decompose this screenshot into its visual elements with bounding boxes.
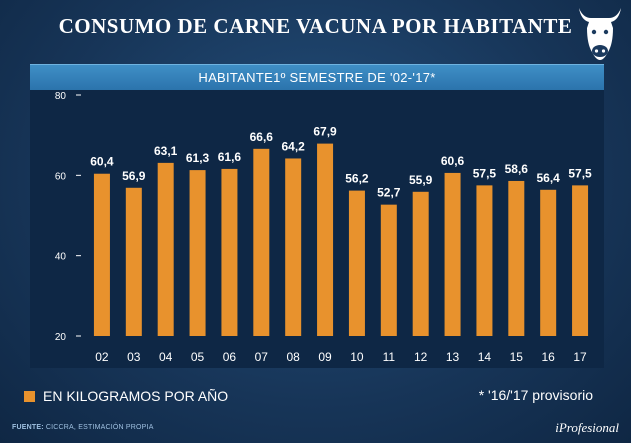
bar-12 xyxy=(412,191,429,336)
value-label: 63,1 xyxy=(154,144,178,158)
value-label: 55,9 xyxy=(409,173,433,187)
x-tick-label: 09 xyxy=(318,350,332,364)
x-tick-label: 08 xyxy=(287,350,301,364)
x-tick-label: 13 xyxy=(446,350,460,364)
y-tick-label: 40 xyxy=(55,252,67,263)
source-note: FUENTE: CICCRA, ESTIMACIÓN PROPIA xyxy=(12,424,154,431)
value-label: 60,4 xyxy=(90,155,114,169)
bar-07 xyxy=(253,148,270,336)
source-text: CICCRA, ESTIMACIÓN PROPIA xyxy=(45,424,154,431)
page-title: CONSUMO DE CARNE VACUNA POR HABITANTE xyxy=(58,14,573,38)
x-tick-label: 12 xyxy=(414,350,428,364)
x-tick-label: 07 xyxy=(255,350,269,364)
value-label: 66,6 xyxy=(250,130,274,144)
bar-02 xyxy=(93,173,110,336)
value-label: 56,2 xyxy=(345,172,369,186)
x-tick-label: 14 xyxy=(478,350,492,364)
source-label: FUENTE: xyxy=(12,424,44,431)
x-tick-label: 06 xyxy=(223,350,237,364)
value-label: 56,4 xyxy=(537,171,561,185)
bar-04 xyxy=(157,162,174,336)
bar-05 xyxy=(189,170,206,336)
footnote: * '16/'17 provisorio xyxy=(478,387,593,403)
value-label: 57,5 xyxy=(568,166,592,180)
bar-13 xyxy=(444,172,461,336)
bar-17 xyxy=(572,185,589,336)
brand-logo: iProfesional xyxy=(555,420,619,435)
bar-10 xyxy=(348,190,365,336)
y-tick-label: 20 xyxy=(55,332,67,343)
x-tick-label: 17 xyxy=(573,350,587,364)
value-label: 52,7 xyxy=(377,186,401,200)
legend-swatch xyxy=(24,390,35,402)
x-tick-label: 16 xyxy=(542,350,556,364)
value-label: 56,9 xyxy=(122,169,146,183)
bar-09 xyxy=(317,143,334,336)
y-tick-label: 60 xyxy=(55,171,67,182)
bar-15 xyxy=(508,180,525,336)
bar-03 xyxy=(125,187,142,336)
bar-11 xyxy=(380,204,397,336)
value-label: 61,6 xyxy=(218,150,242,164)
bar-16 xyxy=(540,189,557,336)
y-tick-label: 80 xyxy=(55,91,67,102)
value-label: 58,6 xyxy=(505,162,529,176)
value-label: 60,6 xyxy=(441,154,465,168)
legend: EN KILOGRAMOS POR AÑO xyxy=(24,387,228,405)
legend-label: EN KILOGRAMOS POR AÑO xyxy=(43,388,229,404)
x-tick-label: 15 xyxy=(510,350,524,364)
x-tick-label: 05 xyxy=(191,350,205,364)
chart-title: HABITANTE1º SEMESTRE DE '02-'17* xyxy=(30,64,604,91)
value-label: 67,9 xyxy=(313,125,337,139)
bar-14 xyxy=(476,185,493,336)
bar-06 xyxy=(221,168,238,336)
value-label: 57,5 xyxy=(473,166,497,180)
value-label: 61,3 xyxy=(186,151,210,165)
x-tick-label: 02 xyxy=(95,350,109,364)
x-tick-label: 10 xyxy=(350,350,364,364)
x-tick-label: 03 xyxy=(127,350,141,364)
bar-08 xyxy=(285,158,302,336)
value-label: 64,2 xyxy=(282,139,306,153)
x-tick-label: 04 xyxy=(159,350,173,364)
cow-head-icon xyxy=(579,8,621,60)
x-tick-label: 11 xyxy=(383,350,396,364)
